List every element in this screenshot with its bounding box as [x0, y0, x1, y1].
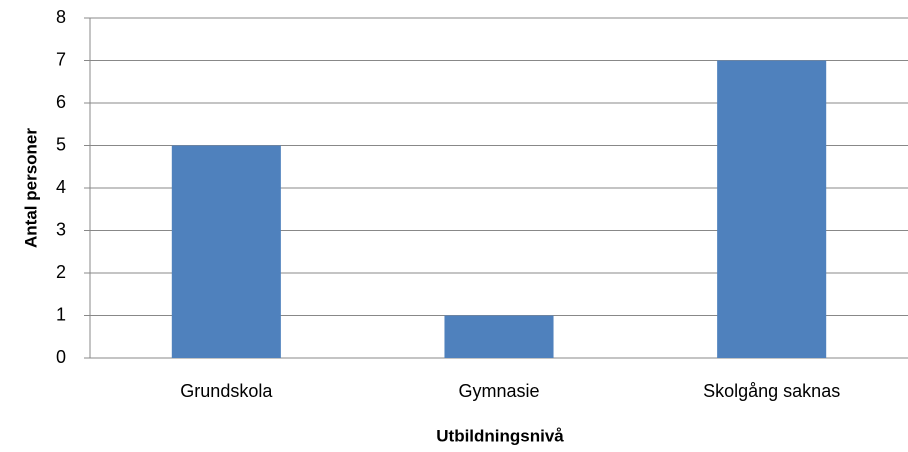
y-tick-label: 5: [56, 134, 66, 154]
y-tick-label: 0: [56, 347, 66, 367]
y-tick-label: 1: [56, 304, 66, 324]
x-tick-label: Gymnasie: [458, 381, 539, 401]
y-tick-label: 2: [56, 262, 66, 282]
y-tick-label: 7: [56, 49, 66, 69]
y-tick-label: 4: [56, 177, 66, 197]
y-tick-label: 6: [56, 92, 66, 112]
x-tick-label: Skolgång saknas: [703, 381, 840, 401]
x-tick-label: Grundskola: [180, 381, 273, 401]
y-tick-label: 8: [56, 7, 66, 27]
bar: [717, 60, 827, 358]
bar: [444, 315, 554, 358]
bar: [171, 145, 281, 358]
y-axis-title: Antal personer: [21, 128, 40, 248]
y-tick-label: 3: [56, 219, 66, 239]
x-axis-title: Utbildningsnivå: [436, 426, 564, 445]
